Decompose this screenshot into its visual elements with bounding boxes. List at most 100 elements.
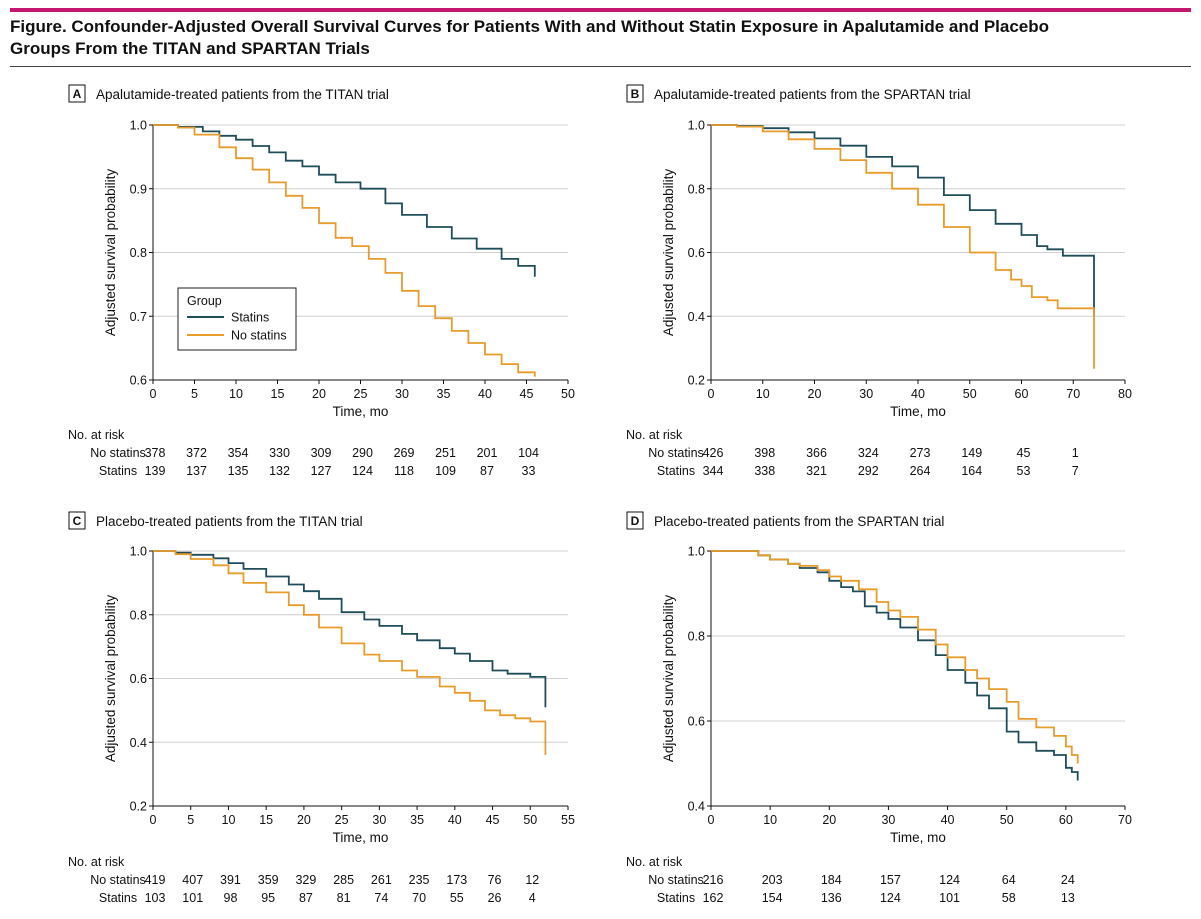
risk-value: 324	[858, 446, 879, 460]
panel-letter-box	[626, 84, 644, 103]
risk-value: 53	[1017, 464, 1031, 478]
risk-value: 184	[821, 873, 842, 887]
x-tick-label: 0	[708, 813, 715, 827]
risk-value: 7	[1072, 464, 1079, 478]
risk-value: 127	[311, 464, 332, 478]
risk-value: 118	[394, 464, 414, 478]
risk-value: 64	[1002, 873, 1016, 887]
panel-letter: D	[631, 514, 640, 528]
risk-value: 321	[806, 464, 827, 478]
x-tick-label: 45	[486, 813, 500, 827]
figure-title: Figure. Confounder-Adjusted Overall Surv…	[10, 17, 1050, 58]
y-tick-label: 0.4	[688, 310, 705, 324]
panel-letter: B	[631, 87, 640, 101]
x-tick-label: 0	[150, 387, 157, 401]
accent-bar	[10, 8, 1191, 12]
risk-value: 407	[182, 873, 203, 887]
risk-table-title: No. at risk	[626, 855, 683, 869]
x-tick-label: 70	[1066, 387, 1080, 401]
y-tick-label: 0.8	[130, 608, 147, 622]
x-axis-label: Time, mo	[890, 404, 946, 419]
risk-value: 135	[228, 464, 249, 478]
x-tick-label: 25	[335, 813, 349, 827]
y-tick-label: 0.6	[130, 672, 147, 686]
y-tick-label: 0.2	[130, 800, 147, 814]
x-tick-label: 50	[963, 387, 977, 401]
y-axis-label: Adjusted survival probability	[103, 595, 118, 763]
panel-letter-box	[626, 511, 644, 530]
x-tick-label: 15	[259, 813, 273, 827]
y-tick-label: 0.4	[130, 736, 147, 750]
risk-value: 264	[910, 464, 931, 478]
panel-c: C Placebo-treated patients from the TITAN…	[68, 511, 575, 905]
panel-title: Apalutamide-treated patients from the TI…	[96, 87, 389, 102]
x-tick-label: 60	[1015, 387, 1029, 401]
risk-value: 261	[371, 873, 392, 887]
series-line-no-statins	[153, 124, 536, 377]
risk-value: 124	[352, 464, 373, 478]
x-axis-label: Time, mo	[333, 830, 389, 845]
risk-value: 87	[480, 464, 494, 478]
y-tick-label: 0.9	[130, 182, 147, 196]
x-tick-label: 20	[312, 387, 326, 401]
x-tick-label: 0	[150, 813, 157, 827]
legend-box	[177, 287, 297, 351]
risk-value: 87	[299, 891, 313, 905]
risk-value: 157	[880, 873, 901, 887]
risk-value: 109	[435, 464, 456, 478]
risk-value: 378	[145, 446, 166, 460]
series-line-statins	[711, 124, 1095, 317]
risk-value: 391	[220, 873, 241, 887]
risk-value: 251	[435, 446, 456, 460]
x-axis-label: Time, mo	[890, 830, 946, 845]
x-tick-label: 30	[881, 813, 895, 827]
panel-b: B Apalutamide-treated patients from the S…	[626, 84, 1132, 478]
y-tick-label: 1.0	[688, 119, 705, 133]
risk-value: 309	[311, 446, 332, 460]
risk-value: 103	[145, 891, 166, 905]
y-tick-label: 0.6	[688, 246, 705, 260]
risk-row-label: Statins	[99, 464, 137, 478]
x-axis-label: Time, mo	[333, 404, 389, 419]
panel-title: Apalutamide-treated patients from the SP…	[654, 87, 971, 102]
risk-value: 124	[880, 891, 901, 905]
series-line-no-statins	[153, 550, 547, 755]
risk-value: 74	[374, 891, 388, 905]
y-tick-label: 1.0	[130, 545, 147, 559]
risk-value: 81	[337, 891, 351, 905]
x-tick-label: 10	[763, 813, 777, 827]
y-tick-label: 0.4	[688, 800, 705, 814]
legend-label: No statins	[231, 329, 287, 343]
risk-value: 55	[450, 891, 464, 905]
risk-value: 398	[754, 446, 775, 460]
risk-table-title: No. at risk	[626, 428, 683, 442]
risk-row-label: No statins	[648, 446, 704, 460]
y-tick-label: 0.2	[688, 374, 705, 388]
x-tick-label: 35	[437, 387, 451, 401]
risk-value: 149	[961, 446, 982, 460]
x-tick-label: 35	[410, 813, 424, 827]
panel-title: Placebo-treated patients from the TITAN …	[96, 514, 363, 529]
y-tick-label: 0.8	[688, 630, 705, 644]
y-tick-label: 0.6	[130, 374, 147, 388]
x-tick-label: 20	[822, 813, 836, 827]
risk-value: 98	[224, 891, 238, 905]
x-tick-label: 40	[478, 387, 492, 401]
risk-row-label: Statins	[99, 891, 137, 905]
risk-value: 13	[1061, 891, 1075, 905]
risk-value: 290	[352, 446, 373, 460]
x-tick-label: 10	[222, 813, 236, 827]
y-tick-label: 0.8	[688, 182, 705, 196]
risk-value: 359	[258, 873, 279, 887]
risk-value: 76	[488, 873, 502, 887]
risk-value: 132	[269, 464, 290, 478]
y-tick-label: 1.0	[688, 545, 705, 559]
risk-table-title: No. at risk	[68, 855, 125, 869]
risk-value: 24	[1061, 873, 1075, 887]
risk-value: 12	[525, 873, 539, 887]
risk-value: 164	[961, 464, 982, 478]
x-tick-label: 80	[1118, 387, 1132, 401]
risk-value: 366	[806, 446, 827, 460]
risk-value: 139	[145, 464, 166, 478]
